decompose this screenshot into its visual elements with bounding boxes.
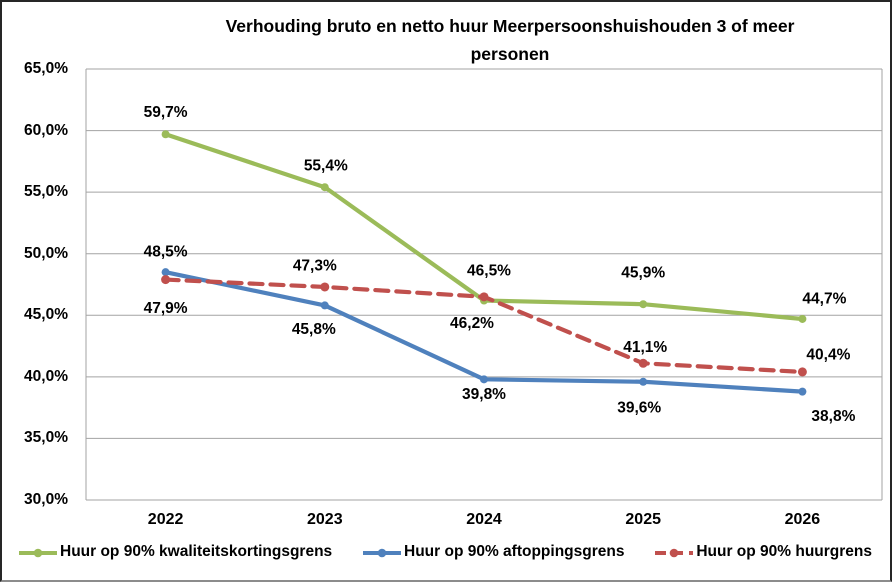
legend-label: Huur op 90% aftoppingsgrens (404, 543, 625, 560)
data-label: 46,2% (450, 315, 494, 332)
legend-label: Huur op 90% huurgrens (696, 543, 872, 560)
x-axis-category-label: 2022 (147, 511, 184, 528)
dashed-line-marker-icon (655, 548, 694, 558)
data-label: 40,4% (806, 346, 850, 363)
y-axis-tick-label: 45,0% (24, 306, 68, 324)
y-axis-tick-label: 40,0% (24, 367, 68, 385)
data-label: 46,5% (467, 262, 511, 279)
data-label: 59,7% (144, 104, 188, 121)
data-label: 47,9% (144, 300, 188, 317)
data-label: 48,5% (144, 244, 188, 261)
legend-item-huurgrens: Huur op 90% huurgrens (654, 543, 872, 561)
data-point-marker (798, 314, 807, 323)
legend-item-aftoppingsgrens: Huur op 90% aftoppingsgrens (362, 543, 624, 561)
y-axis-tick-label: 30,0% (24, 491, 68, 508)
chart-title-line-1: Verhouding bruto en netto huur Meerperso… (225, 16, 795, 36)
y-axis-tick-label: 60,0% (24, 121, 68, 139)
data-point-marker (798, 387, 807, 396)
data-point-marker (479, 292, 489, 302)
legend-label: Huur op 90% kwaliteitskortingsgrens (60, 543, 333, 560)
y-axis-tick-label: 65,0% (24, 60, 68, 77)
data-label: 38,8% (811, 408, 855, 425)
data-point-marker (161, 130, 170, 139)
x-axis-category-label: 2026 (784, 511, 821, 528)
legend-line-marker-icon (362, 546, 402, 558)
x-axis-category-label: 2023 (307, 511, 343, 528)
data-label: 55,4% (304, 158, 348, 175)
data-point-marker (161, 275, 171, 285)
data-label: 44,7% (802, 290, 846, 307)
data-point-marker (797, 367, 807, 377)
data-label: 45,9% (621, 265, 665, 282)
data-label: 47,3% (293, 257, 337, 274)
legend: Huur op 90% kwaliteitskortingsgrens Huur… (2, 543, 890, 561)
legend-line-marker-icon (18, 546, 58, 558)
data-point-marker (480, 375, 488, 384)
legend-line-marker-icon (654, 546, 694, 558)
data-point-marker (639, 300, 648, 309)
data-label: 45,8% (292, 321, 336, 338)
x-axis-category-label: 2024 (466, 511, 502, 528)
chart-title: Verhouding bruto en netto huur Meerperso… (122, 12, 890, 68)
y-axis-tick-label: 50,0% (24, 244, 68, 262)
data-point-marker (320, 282, 330, 292)
data-point-marker (161, 268, 170, 277)
line-marker-icon (363, 548, 402, 558)
legend-item-kwaliteitskortingsgrens: Huur op 90% kwaliteitskortingsgrens (18, 543, 332, 561)
line-marker-icon (19, 548, 57, 558)
data-point-marker (320, 183, 329, 192)
data-label: 39,8% (462, 386, 506, 403)
chart-title-line-2: personen (470, 44, 550, 64)
data-label: 41,1% (623, 339, 667, 356)
x-axis-category-label: 2025 (625, 511, 661, 528)
data-point-marker (639, 377, 648, 386)
data-label: 39,6% (617, 399, 661, 416)
data-point-marker (320, 301, 329, 310)
y-axis-tick-label: 35,0% (24, 429, 68, 447)
y-axis-tick-label: 55,0% (24, 183, 68, 201)
data-point-marker (638, 358, 648, 368)
